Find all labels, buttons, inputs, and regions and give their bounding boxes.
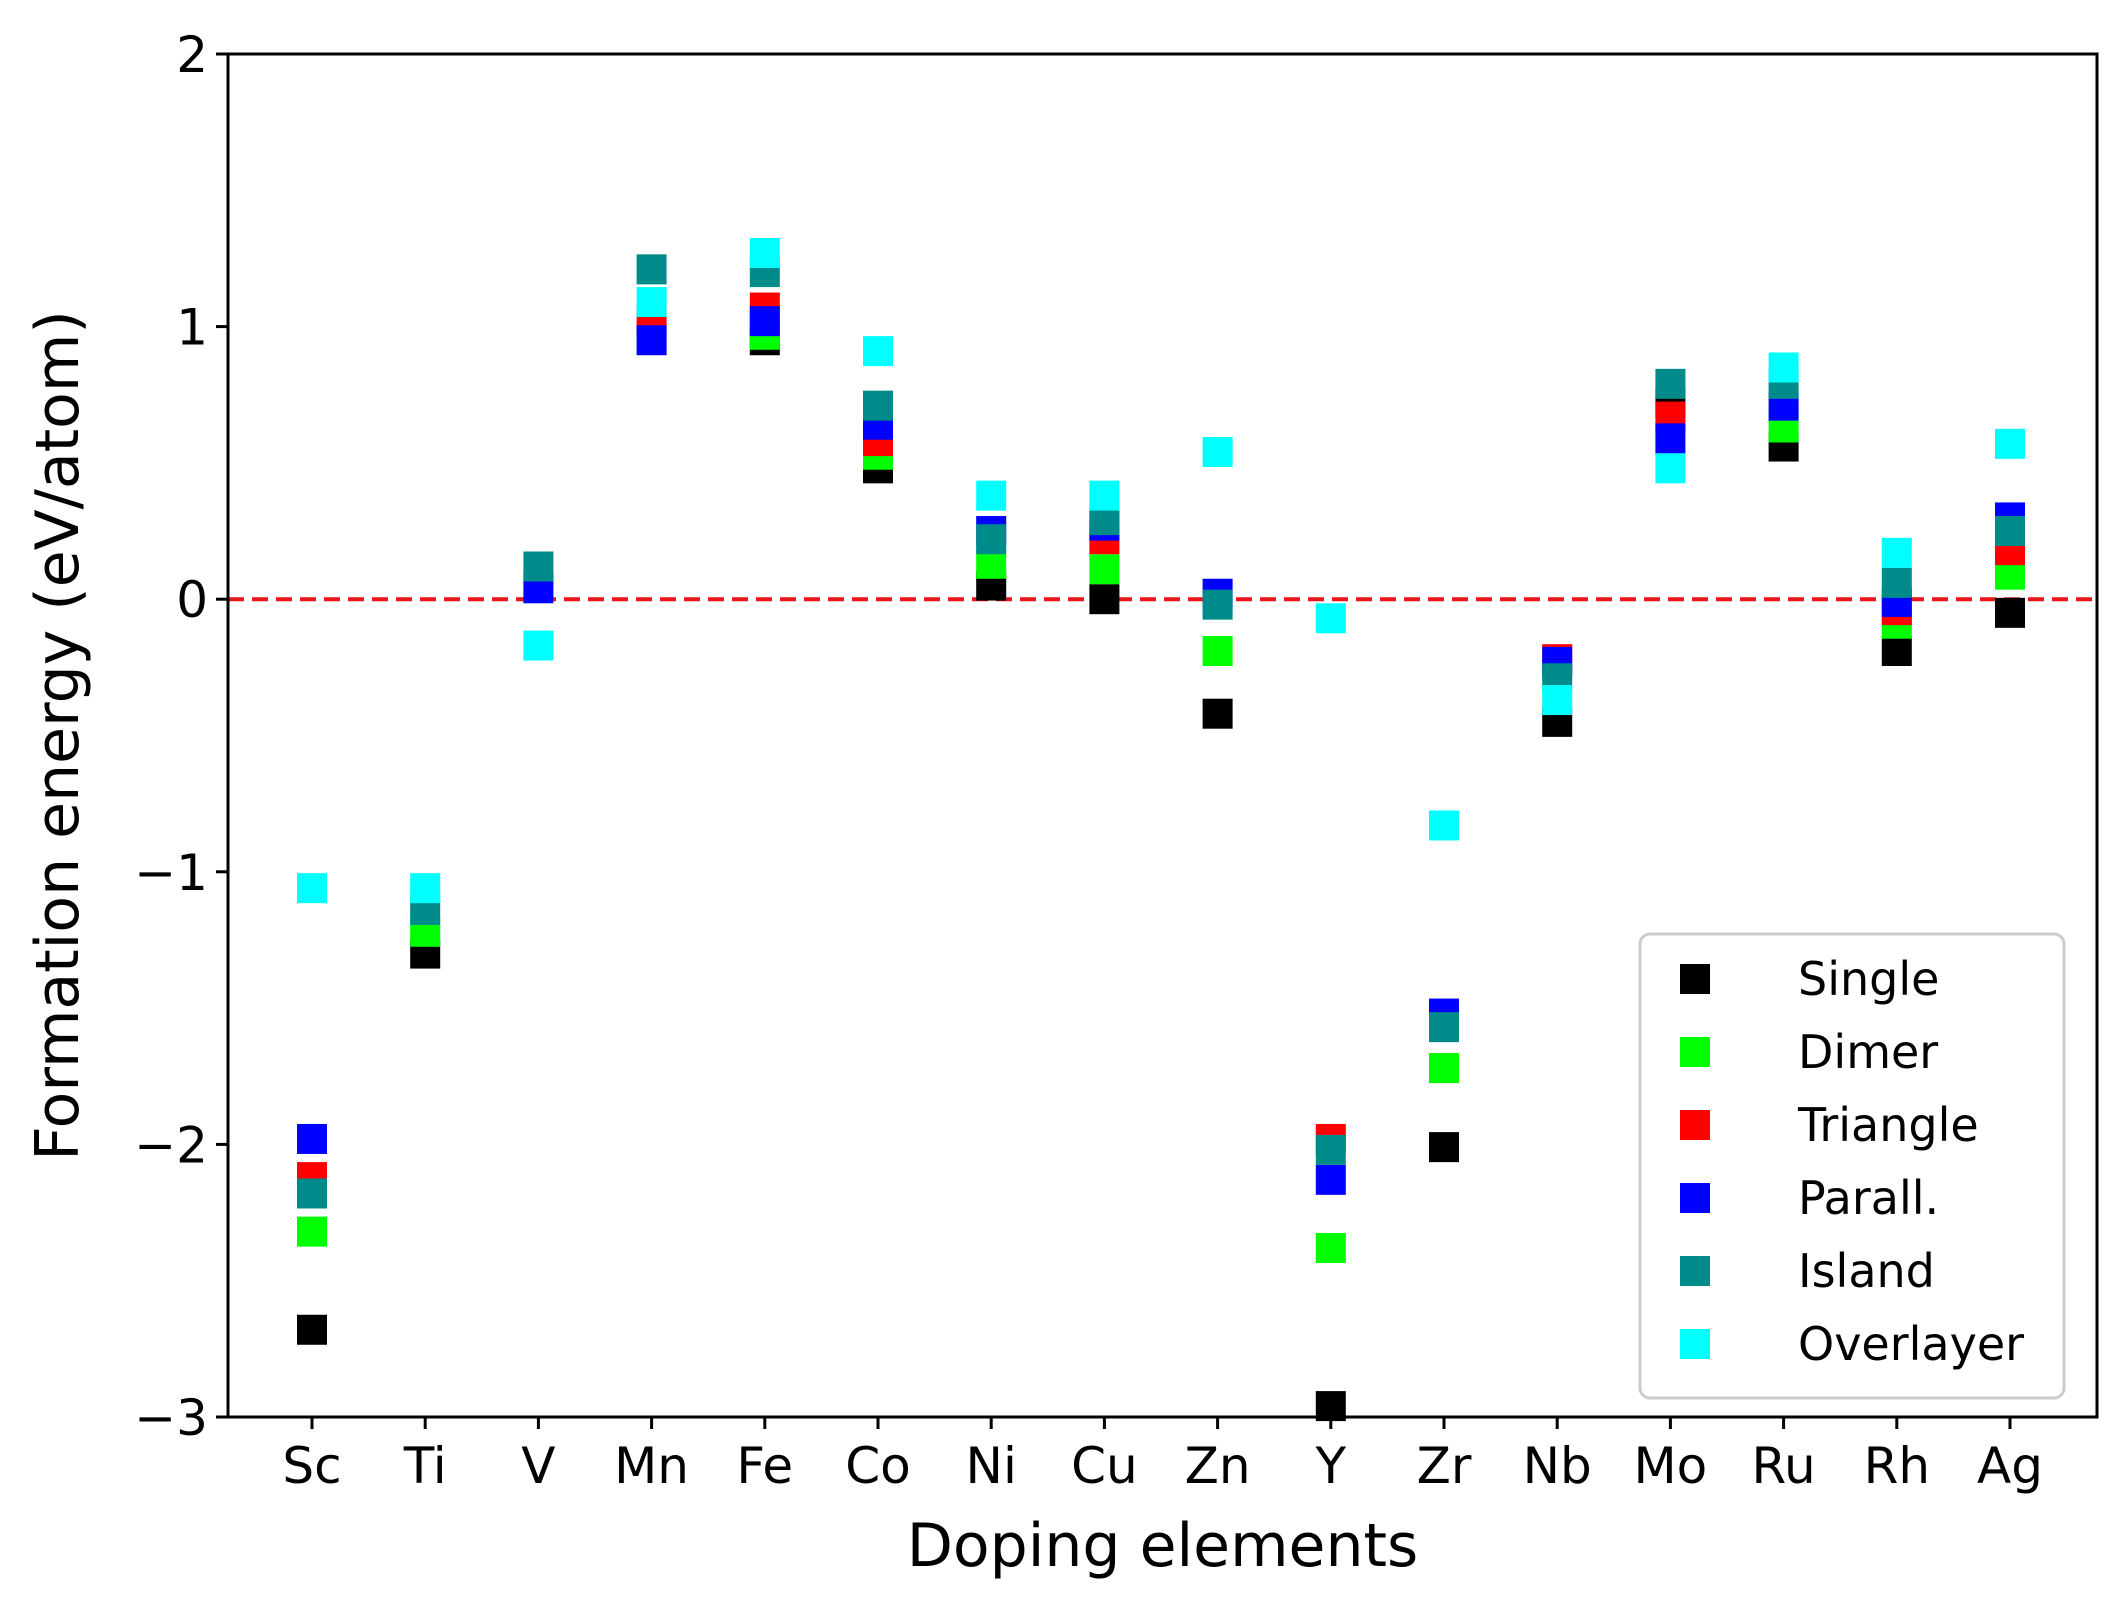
x-tick-label: Co: [845, 1437, 911, 1495]
point-overlayer-rh: [1881, 537, 1912, 568]
point-parall-sc: [297, 1123, 327, 1154]
point-island-co: [863, 390, 893, 421]
point-island-y: [1315, 1134, 1346, 1165]
point-dimer-y: [1315, 1232, 1346, 1263]
point-overlayer-ti: [410, 873, 441, 904]
point-single-ag: [1995, 597, 2025, 628]
x-tick-label: Zn: [1185, 1437, 1251, 1495]
y-tick-label: 0: [176, 571, 208, 629]
x-axis: Sc Ti V Mn Fe Co Ni Cu Zn Y Zr Nb Mo Ru Rh Ag: [282, 1417, 2043, 1495]
legend-marker-single: [1680, 964, 1710, 994]
x-tick-label: Nb: [1523, 1437, 1592, 1495]
point-island-mo: [1655, 368, 1686, 399]
legend-marker-overlayer: [1680, 1329, 1710, 1359]
point-dimer-zn: [1202, 635, 1233, 666]
point-overlayer-fe: [749, 237, 780, 268]
x-tick-label: Ti: [403, 1437, 447, 1495]
data-points-layer: [297, 237, 2025, 1422]
point-island-ag: [1995, 516, 2025, 547]
x-tick-label: Ni: [966, 1437, 1017, 1495]
point-overlayer-mo: [1655, 453, 1686, 484]
y-axis-label: Formation energy (eV/atom): [23, 310, 93, 1161]
y-tick-label: 2: [176, 26, 208, 84]
x-tick-label: Zr: [1417, 1437, 1472, 1495]
y-tick-label: −3: [134, 1389, 208, 1447]
point-overlayer-y: [1315, 603, 1346, 634]
point-dimer-cu: [1089, 554, 1120, 585]
legend-box: [1638, 932, 2066, 1400]
point-overlayer-cu: [1089, 480, 1120, 511]
point-overlayer-ni: [976, 480, 1007, 511]
legend-label-dimer: Dimer: [1798, 1025, 1938, 1079]
point-island-zn: [1202, 589, 1233, 620]
x-tick-label: Ag: [1977, 1437, 2043, 1495]
x-tick-label: Fe: [736, 1437, 793, 1495]
y-tick-label: 1: [176, 299, 208, 357]
point-overlayer-v: [523, 630, 554, 661]
point-parall-mn: [636, 325, 667, 356]
point-overlayer-sc: [297, 873, 327, 904]
x-tick-label: Mo: [1634, 1437, 1708, 1495]
legend: Single Dimer Triangle Parall. Island Overlaye…: [1638, 932, 2066, 1400]
point-overlayer-zn: [1202, 436, 1233, 467]
point-dimer-sc: [297, 1216, 327, 1247]
point-island-rh: [1881, 567, 1912, 598]
point-parall-fe: [749, 306, 780, 337]
x-tick-label: Sc: [282, 1437, 341, 1495]
point-island-mn: [636, 254, 667, 285]
point-overlayer-ru: [1768, 352, 1799, 383]
y-axis: −3 −2 −1 0 1 2: [134, 26, 228, 1447]
legend-marker-triangle: [1680, 1110, 1710, 1140]
legend-label-parall: Parall.: [1798, 1171, 1939, 1225]
point-single-zn: [1202, 698, 1233, 729]
point-overlayer-co: [863, 336, 893, 367]
legend-marker-parall: [1680, 1183, 1710, 1213]
point-parall-y: [1315, 1164, 1346, 1195]
legend-marker-island: [1680, 1256, 1710, 1286]
y-tick-label: −1: [134, 844, 208, 902]
legend-label-triangle: Triangle: [1797, 1098, 1979, 1152]
point-island-zr: [1429, 1012, 1459, 1043]
plot-frame: [226, 52, 2099, 1419]
x-tick-label: Mn: [614, 1437, 689, 1495]
point-overlayer-nb: [1542, 685, 1573, 716]
legend-label-single: Single: [1798, 952, 1939, 1006]
point-single-sc: [297, 1314, 327, 1345]
legend-label-island: Island: [1798, 1244, 1935, 1298]
point-overlayer-ag: [1995, 428, 2025, 459]
point-island-v: [523, 551, 554, 582]
point-single-zr: [1429, 1132, 1459, 1163]
x-tick-label: Cu: [1071, 1437, 1138, 1495]
x-tick-label: Ru: [1752, 1437, 1816, 1495]
point-dimer-zr: [1429, 1053, 1459, 1084]
x-tick-label: Rh: [1864, 1437, 1930, 1495]
x-tick-label: V: [521, 1437, 555, 1495]
legend-label-overlayer: Overlayer: [1798, 1317, 2024, 1371]
point-single-rh: [1881, 635, 1912, 666]
y-tick-label: −2: [134, 1116, 208, 1174]
point-parall-mo: [1655, 423, 1686, 454]
legend-marker-dimer: [1680, 1037, 1710, 1067]
point-island-sc: [297, 1178, 327, 1209]
x-axis-label: Doping elements: [907, 1511, 1419, 1581]
point-island-ni: [976, 524, 1007, 555]
point-overlayer-zr: [1429, 810, 1459, 841]
x-tick-label: Y: [1315, 1437, 1347, 1495]
point-overlayer-mn: [636, 287, 667, 318]
point-single-cu: [1089, 584, 1120, 615]
